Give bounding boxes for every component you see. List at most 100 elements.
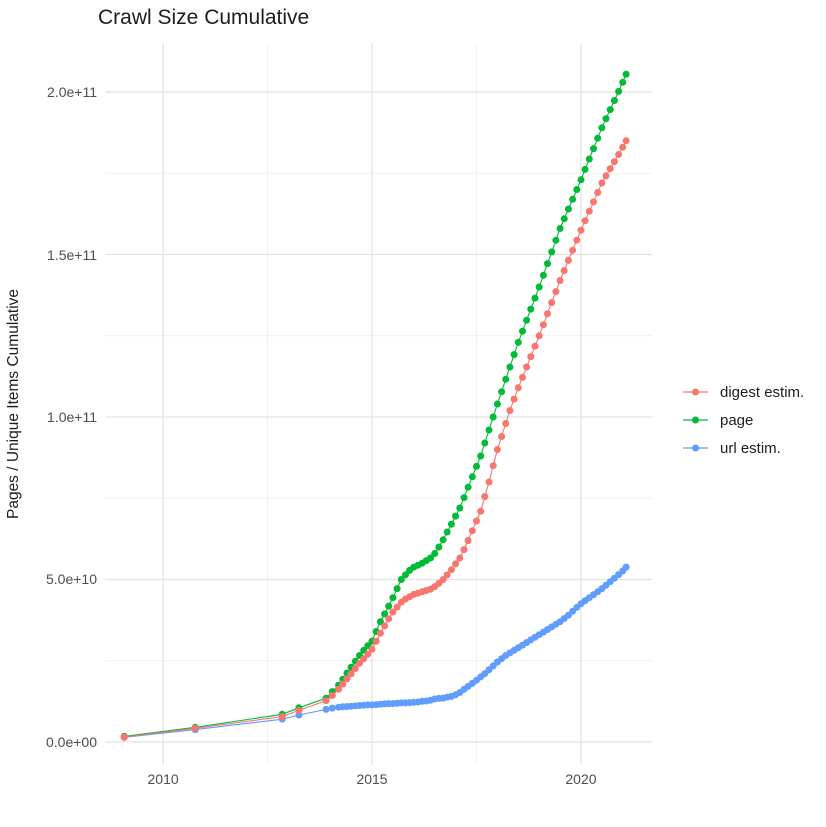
data-point: [514, 384, 522, 392]
data-point: [447, 520, 455, 528]
data-point: [402, 571, 409, 579]
data-point: [514, 338, 522, 346]
data-point: [389, 594, 397, 602]
data-point: [552, 236, 560, 244]
data-point: [343, 675, 351, 683]
data-point: [443, 571, 451, 579]
y-tick-label: 5.0e+10: [46, 571, 97, 588]
data-point: [452, 512, 460, 520]
data-point: [577, 176, 585, 184]
data-point: [477, 507, 485, 515]
data-point: [502, 375, 510, 383]
data-point: [360, 655, 368, 663]
data-point: [573, 236, 581, 244]
data-point: [556, 277, 564, 284]
data-point: [602, 172, 610, 180]
data-point: [585, 155, 593, 163]
data-point: [347, 670, 355, 678]
y-axis-title: Pages / Unique Items Cumulative: [5, 288, 22, 520]
y-tick-label: 1.5e+11: [47, 246, 97, 263]
data-point: [393, 603, 401, 611]
data-point: [485, 426, 493, 434]
data-point: [531, 294, 539, 302]
data-point: [523, 316, 531, 324]
series-line: [124, 566, 627, 738]
data-point: [622, 70, 630, 78]
data-point: [531, 342, 539, 350]
data-point: [447, 566, 455, 574]
data-point: [468, 527, 476, 535]
data-point: [594, 134, 602, 142]
data-point: [581, 217, 589, 225]
data-point: [439, 536, 447, 544]
data-point: [389, 608, 397, 616]
data-point: [456, 554, 464, 562]
data-point: [527, 305, 535, 313]
data-point: [328, 692, 336, 699]
data-point: [598, 179, 606, 187]
legend-item-digest-estim: digest estim.: [683, 378, 804, 406]
data-point: [590, 198, 597, 206]
data-point: [606, 165, 614, 173]
legend-key-digest-estim-icon: [683, 388, 708, 396]
legend-key-url-estim-icon: [683, 444, 708, 452]
data-point: [381, 622, 389, 630]
x-tick-label: 2020: [565, 771, 597, 787]
data-point: [619, 78, 627, 86]
x-tick-label: 2015: [356, 771, 388, 787]
data-point: [473, 462, 480, 470]
data-point: [598, 124, 606, 132]
legend-label: digest estim.: [720, 383, 805, 401]
legend: digest estim. page url estim.: [683, 378, 804, 462]
data-point: [335, 685, 343, 693]
data-point: [527, 353, 535, 361]
data-point: [481, 493, 489, 501]
data-point: [548, 248, 556, 256]
chart-title: Crawl Size Cumulative: [98, 6, 310, 29]
data-point: [322, 705, 330, 713]
data-point: [590, 145, 597, 153]
series-digest-estim: [120, 137, 630, 741]
data-point: [552, 288, 560, 296]
data-point: [498, 388, 506, 396]
data-point: [356, 659, 363, 667]
data-point: [544, 310, 551, 318]
legend-key-dot: [692, 416, 699, 424]
series-url-estim: [120, 563, 630, 741]
data-point: [569, 195, 577, 203]
y-tick-label: 2.0e+11: [47, 84, 97, 101]
data-point: [439, 576, 447, 583]
data-point: [431, 550, 439, 557]
data-point: [460, 546, 468, 554]
data-point: [535, 332, 543, 340]
data-point: [493, 446, 501, 453]
y-tick-label: 0.0e+00: [46, 733, 97, 750]
data-point: [556, 225, 564, 232]
data-point: [506, 363, 514, 371]
data-point: [191, 724, 199, 732]
data-point: [594, 189, 602, 196]
data-point: [535, 283, 543, 291]
legend-key-dot: [692, 444, 699, 452]
data-point: [351, 665, 359, 672]
data-point: [602, 115, 610, 123]
data-point: [464, 483, 472, 491]
series-line: [124, 140, 627, 738]
data-point: [610, 158, 618, 166]
data-point: [510, 351, 518, 359]
data-point: [498, 433, 506, 440]
data-point: [456, 504, 464, 512]
data-point: [539, 321, 547, 329]
legend-label: page: [720, 411, 754, 429]
data-point: [385, 602, 393, 610]
data-point: [523, 363, 531, 371]
data-point: [393, 585, 401, 593]
data-point: [468, 473, 476, 481]
data-point: [452, 560, 460, 568]
data-point: [473, 517, 480, 525]
data-point: [477, 452, 485, 460]
data-point: [622, 563, 630, 571]
legend-key-page-icon: [683, 416, 708, 424]
